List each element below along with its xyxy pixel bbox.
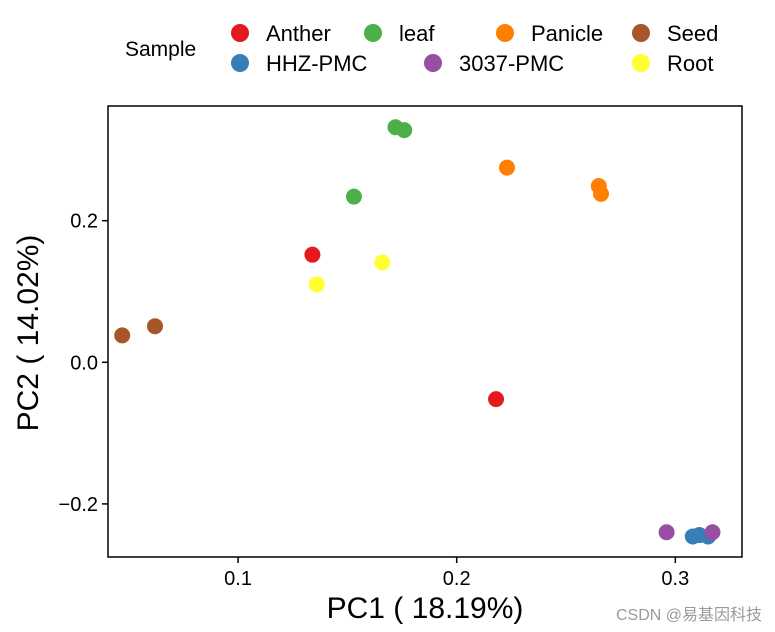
point-root [374, 254, 391, 271]
legend-key-seed [632, 24, 650, 42]
legend-key-panicle [496, 24, 514, 42]
x-tick-label: 0.3 [661, 568, 689, 590]
y-axis-title: PC2 ( 14.02%) [12, 235, 45, 432]
point-3037-pmc [704, 524, 721, 541]
x-axis-title: PC1 ( 18.19%) [327, 592, 524, 625]
x-axis: 0.1 0.2 0.3 [224, 557, 689, 590]
legend-label: leaf [399, 21, 435, 46]
legend-label: Anther [266, 21, 331, 46]
point-root [308, 276, 325, 293]
legend: Sample Anther leaf Panicle Seed HHZ-PMC 3037-P… [125, 21, 718, 76]
plot-panel [107, 105, 743, 558]
legend-key-leaf [364, 24, 382, 42]
legend-key-hhz-pmc [231, 54, 249, 72]
point-seed [114, 327, 131, 344]
watermark-text: CSDN @易基因科技 [616, 606, 762, 624]
point-3037-pmc [658, 524, 675, 541]
y-axis: −0.2 0.0 0.2 [59, 211, 108, 516]
x-tick-label: 0.2 [443, 568, 471, 590]
legend-title: Sample [125, 38, 196, 61]
legend-label: Root [667, 51, 713, 76]
legend-key-anther [231, 24, 249, 42]
point-anther [488, 391, 505, 408]
x-tick-label: 0.1 [224, 568, 252, 590]
legend-label: HHZ-PMC [266, 51, 368, 76]
y-tick-label: 0.2 [70, 211, 98, 233]
point-panicle [498, 159, 515, 176]
point-panicle [592, 185, 609, 202]
y-tick-label: 0.0 [70, 352, 98, 374]
point-leaf [396, 122, 413, 139]
legend-label: Seed [667, 21, 718, 46]
legend-key-3037-pmc [424, 54, 442, 72]
data-points [114, 119, 721, 545]
point-anther [304, 246, 321, 263]
point-seed [147, 318, 164, 335]
legend-label: Panicle [531, 21, 603, 46]
legend-label: 3037-PMC [459, 51, 564, 76]
point-leaf [345, 188, 362, 205]
y-tick-label: −0.2 [59, 494, 98, 516]
legend-key-root [632, 54, 650, 72]
